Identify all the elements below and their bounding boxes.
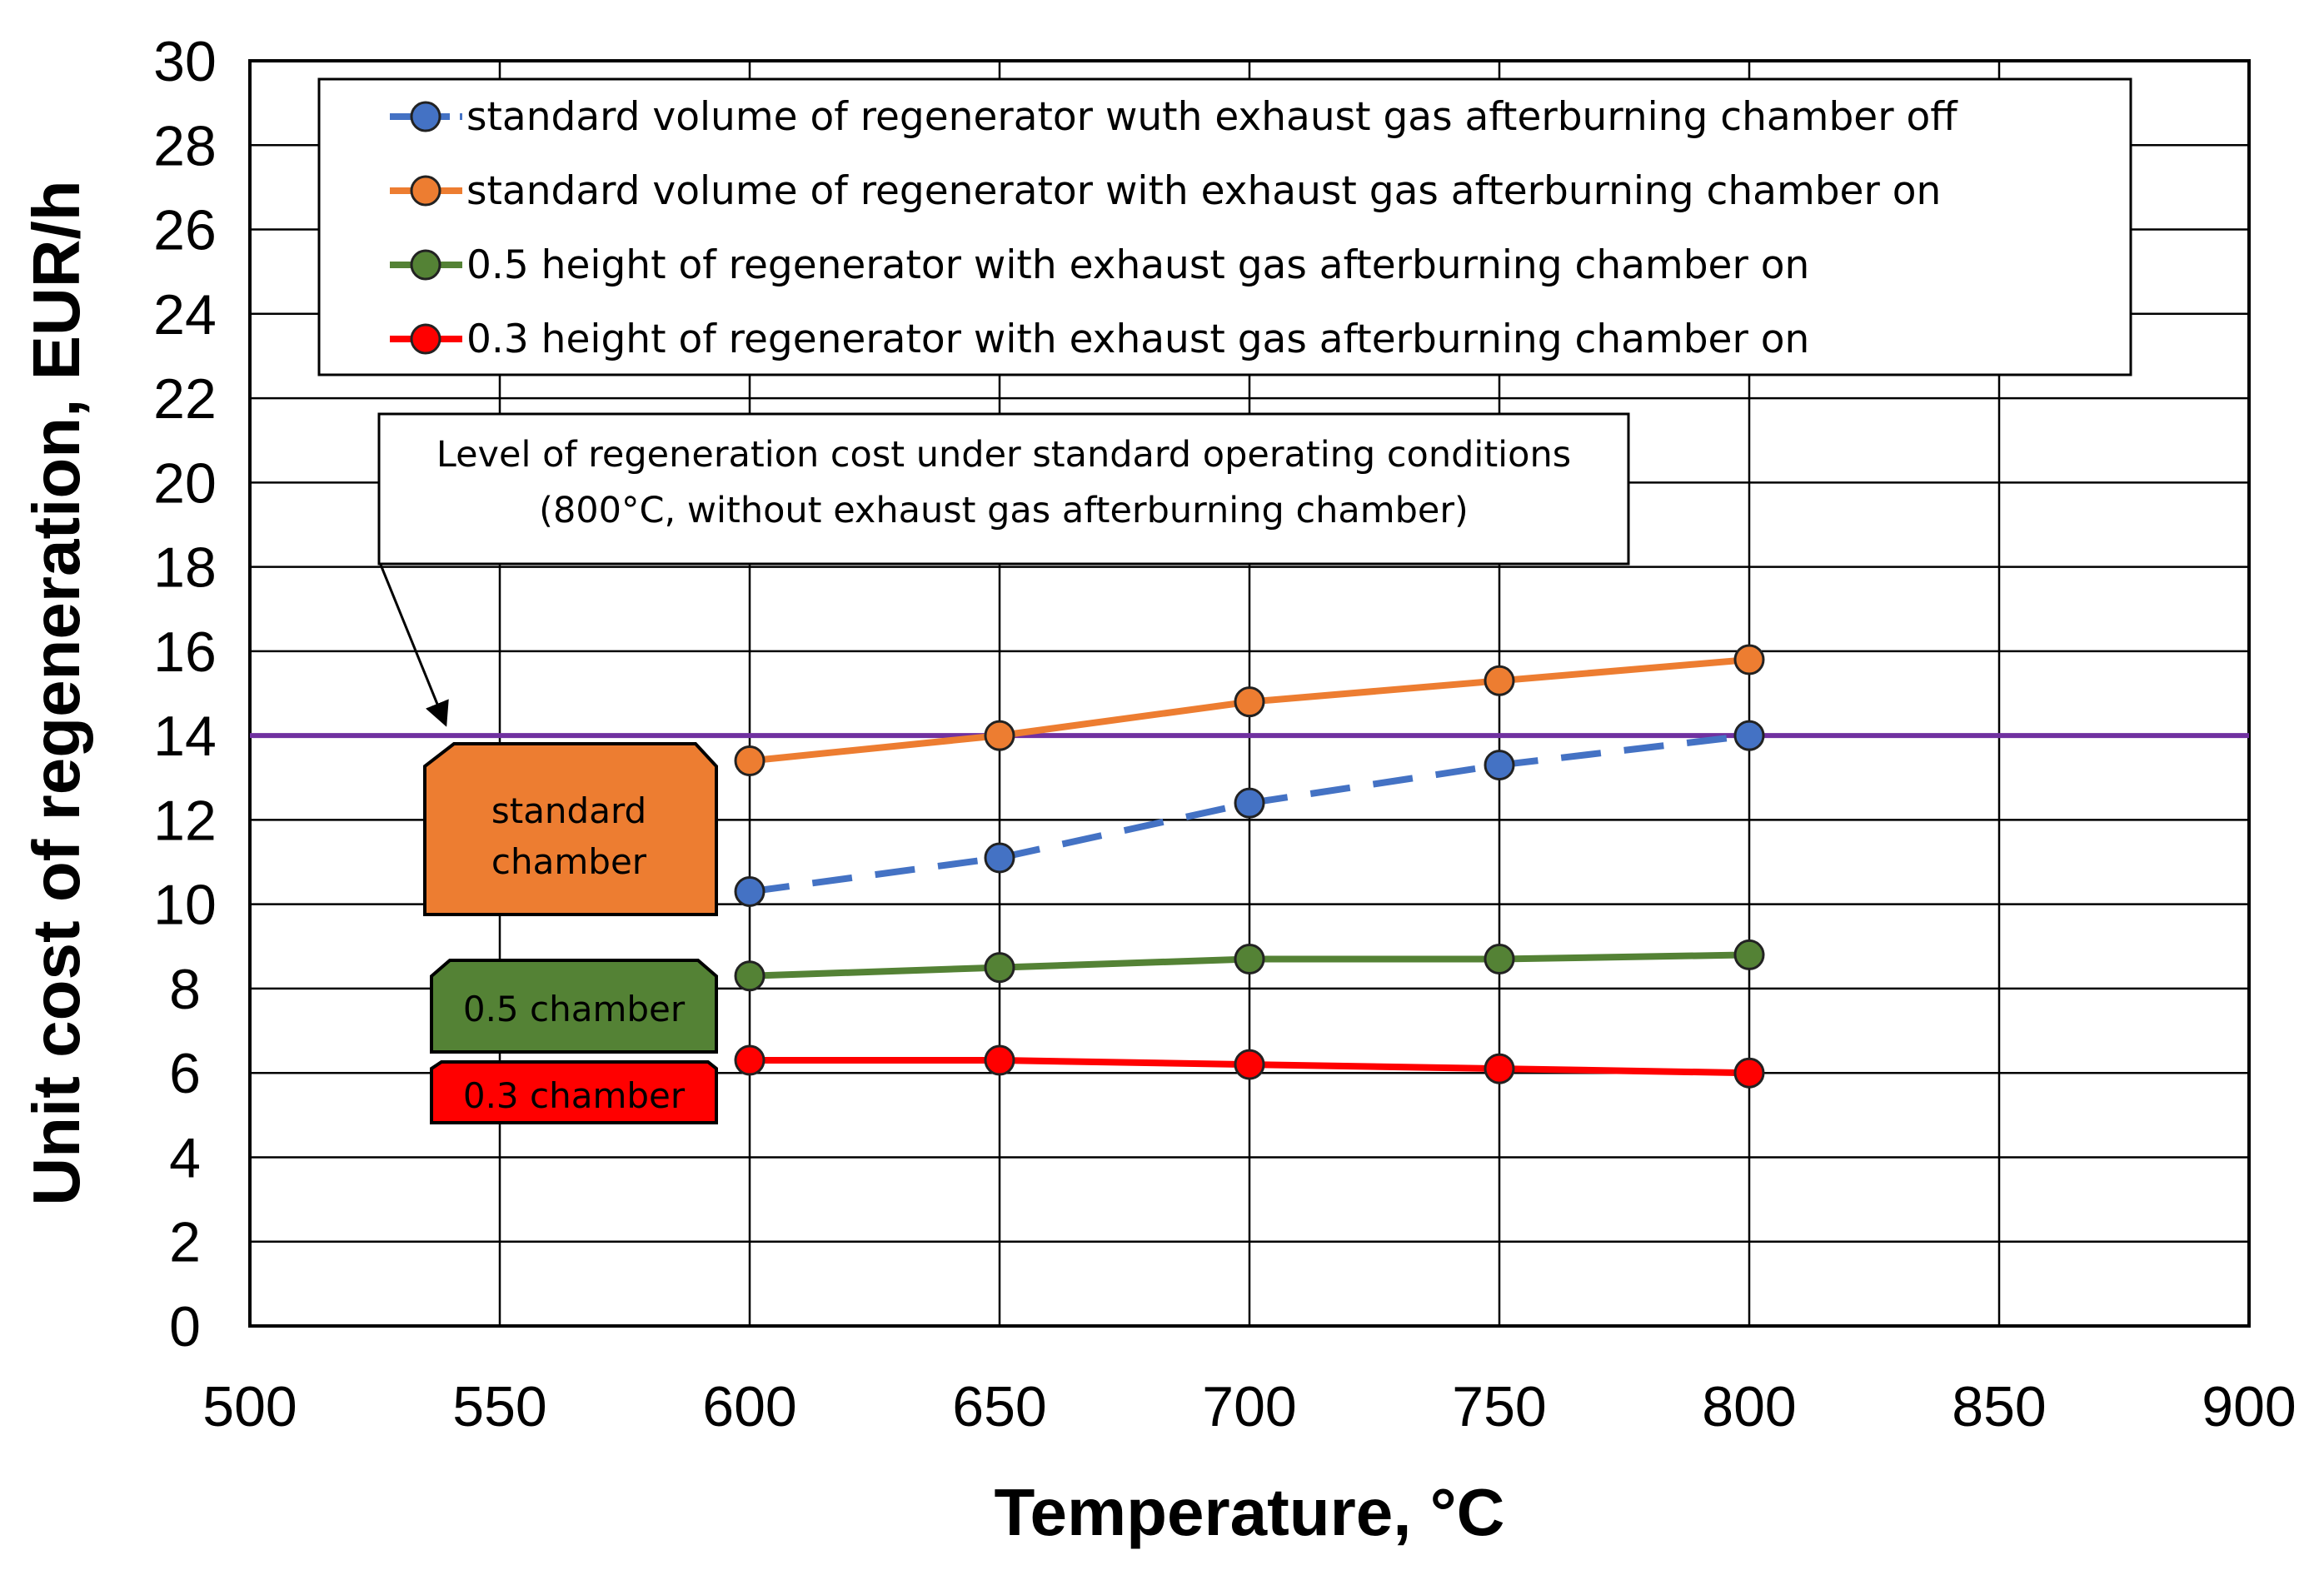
y-tick-label: 30: [153, 30, 217, 93]
half-chamber-box: [430, 959, 718, 1054]
annotation-line-2: (800°C, without exhaust gas afterburning…: [539, 490, 1469, 531]
legend-marker-3: [410, 323, 441, 355]
annotation-box: [377, 412, 1630, 566]
x-tick-label: 600: [702, 1375, 796, 1438]
series-3-point: [1484, 1053, 1515, 1084]
group-label-0-3: 0.3 chamber: [430, 1060, 718, 1124]
plot-area-border: [248, 59, 2251, 1328]
x-tick-label: 800: [1702, 1375, 1796, 1438]
y-tick-label: 10: [153, 874, 217, 937]
legend: standard volume of regenerator wuth exha…: [317, 77, 2132, 376]
series-1-point: [734, 745, 766, 777]
series-2-point: [1484, 943, 1515, 974]
series-1-point: [1234, 686, 1265, 718]
series-3-point: [734, 1044, 766, 1076]
series-3-point: [984, 1044, 1015, 1076]
series-3-point: [1733, 1057, 1765, 1089]
series-2-point: [1234, 943, 1265, 974]
annotation-line-1: Level of regeneration cost under standar…: [436, 434, 1571, 476]
series-0-point: [984, 842, 1015, 874]
y-tick-label: 22: [153, 367, 217, 431]
legend-label-1: standard volume of regenerator with exha…: [466, 168, 1941, 214]
y-tick-label: 26: [153, 199, 217, 262]
series-2-point: [1733, 939, 1765, 970]
third-chamber-box: [430, 1060, 718, 1124]
x-tick-labels: 500 550 600 650 700 750 800 850 900: [202, 1375, 2296, 1438]
x-tick-label: 650: [952, 1375, 1046, 1438]
series-2-point: [984, 952, 1015, 984]
series-group: [734, 644, 1765, 1089]
legend-marker-0: [410, 101, 441, 132]
y-tick-label: 24: [153, 283, 217, 346]
y-tick-label: 4: [169, 1126, 201, 1189]
legend-label-3: 0.3 height of regenerator with exhaust g…: [466, 316, 1809, 362]
series-0-point: [1484, 750, 1515, 781]
x-tick-label: 900: [2202, 1375, 2296, 1438]
group-label-0-5: 0.5 chamber: [430, 959, 718, 1054]
y-tick-label: 8: [169, 958, 201, 1021]
y-tick-label: 6: [169, 1042, 201, 1105]
series-0-point: [1234, 787, 1265, 819]
series-3-point: [1234, 1049, 1265, 1080]
series-2-point: [734, 960, 766, 992]
legend-marker-2: [410, 249, 441, 281]
y-tick-label: 2: [169, 1211, 201, 1274]
y-tick-label: 14: [153, 705, 217, 768]
standard-chamber-label-2: chamber: [491, 841, 647, 882]
series-0-point: [1733, 720, 1765, 751]
legend-box: [317, 77, 2132, 376]
x-tick-label: 550: [452, 1375, 546, 1438]
y-tick-label: 18: [153, 536, 217, 600]
y-tick-label: 0: [169, 1295, 201, 1358]
standard-chamber-box: [423, 742, 718, 916]
y-tick-label: 20: [153, 451, 217, 515]
legend-label-2: 0.5 height of regenerator with exhaust g…: [466, 242, 1809, 288]
legend-label-0: standard volume of regenerator wuth exha…: [466, 94, 1958, 140]
series-1-point: [984, 720, 1015, 751]
y-tick-label: 16: [153, 621, 217, 684]
y-tick-label: 28: [153, 114, 217, 177]
x-tick-label: 700: [1202, 1375, 1296, 1438]
series-1-point: [1733, 644, 1765, 675]
group-label-standard: standard chamber: [423, 742, 718, 916]
x-tick-label: 850: [1952, 1375, 2046, 1438]
standard-chamber-label-1: standard: [491, 790, 646, 831]
y-axis-title: Unit cost of regeneration, EUR/h: [19, 180, 93, 1205]
y-tick-label: 12: [153, 789, 217, 852]
annotation-arrow: [379, 564, 449, 727]
x-tick-label: 750: [1452, 1375, 1546, 1438]
third-chamber-label: 0.3 chamber: [463, 1075, 686, 1116]
legend-marker-1: [410, 175, 441, 207]
series-1-point: [1484, 665, 1515, 696]
x-axis-title: Temperature, °C: [995, 1475, 1505, 1549]
x-tick-label: 500: [202, 1375, 297, 1438]
reference-annotation: Level of regeneration cost under standar…: [377, 412, 1630, 727]
legend-items: standard volume of regenerator wuth exha…: [390, 94, 1958, 362]
series-0-point: [734, 875, 766, 907]
half-chamber-label: 0.5 chamber: [463, 989, 686, 1029]
